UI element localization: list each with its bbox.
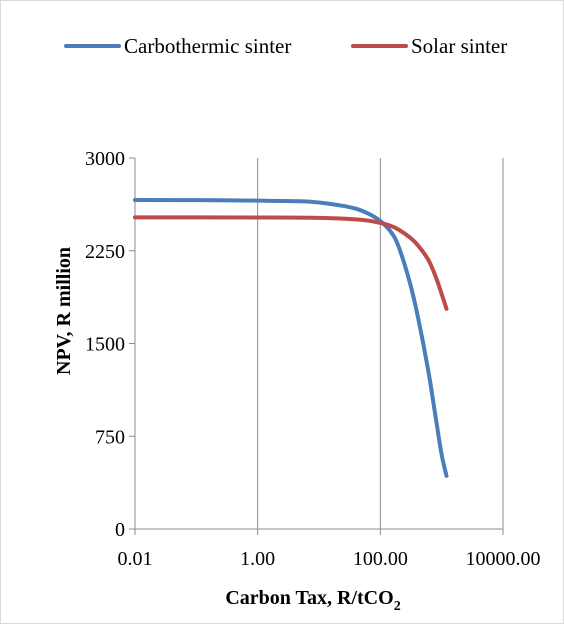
y-tick-label: 1500 bbox=[85, 334, 125, 356]
y-tick-label: 0 bbox=[115, 519, 125, 541]
tick-labels: 0 750 1500 2250 3000 0.01 1.00 100.00 10000.00 bbox=[85, 148, 541, 570]
y-tick-label: 3000 bbox=[85, 148, 125, 170]
legend-label-carbothermic: Carbothermic sinter bbox=[124, 34, 291, 58]
x-tick-label: 0.01 bbox=[118, 548, 153, 570]
y-tick-label: 2250 bbox=[85, 241, 125, 263]
x-tick-label: 100.00 bbox=[353, 548, 408, 570]
series-line-solar-sinter bbox=[133, 215, 449, 311]
y-tick-label: 750 bbox=[95, 426, 125, 448]
y-axis-title: NPV, R million bbox=[53, 247, 75, 375]
legend: Carbothermic sinter Solar sinter bbox=[64, 34, 507, 58]
series-lines bbox=[133, 198, 449, 478]
grid bbox=[257, 158, 504, 529]
series-line-carbothermic-sinter bbox=[133, 198, 449, 478]
x-axis-title: Carbon Tax, R/tCO2 bbox=[225, 587, 400, 614]
x-tick-label: 1.00 bbox=[240, 548, 275, 570]
axes bbox=[129, 157, 504, 535]
legend-label-solar: Solar sinter bbox=[411, 34, 507, 58]
x-tick-label: 10000.00 bbox=[466, 548, 541, 570]
